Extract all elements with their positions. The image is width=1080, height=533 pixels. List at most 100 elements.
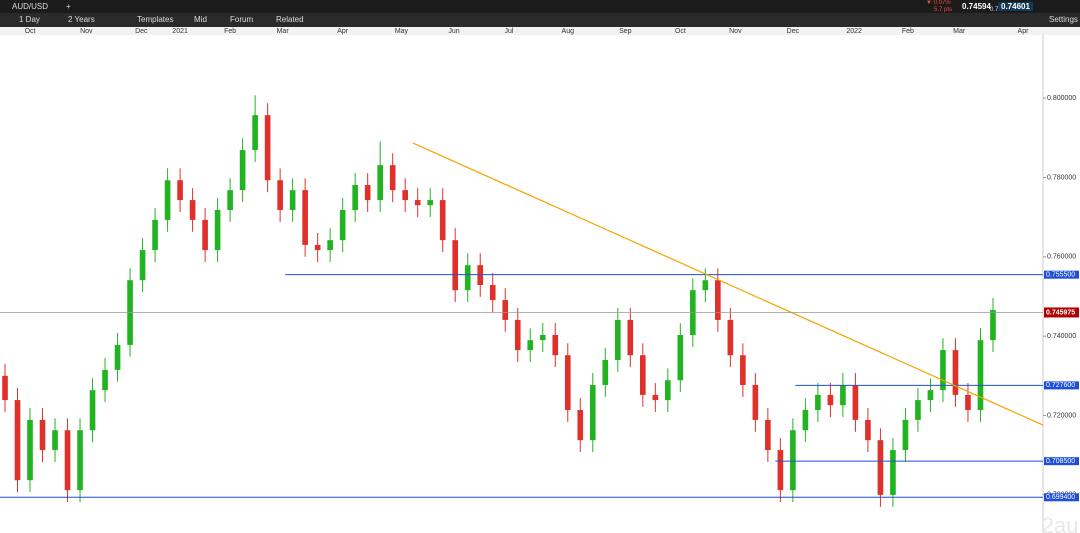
candle-body [177,180,183,201]
current-price-label: 0.745975 [1046,309,1075,316]
candle-body [614,319,621,360]
candle-body [752,384,759,420]
x-tick-label: Apr [337,28,349,35]
candle-body [840,384,846,406]
candle-body [252,115,258,151]
x-tick-label: Oct [25,28,36,35]
spread: 0.7 [990,7,999,13]
candle-body [77,430,83,491]
candle-body [464,265,471,291]
ask[interactable]: 0.74601 [998,2,1033,11]
candle-body [264,115,271,181]
interval[interactable]: 1 Day [19,15,40,24]
candle-body [427,200,434,206]
candle-body [302,190,308,245]
level-label-box [1044,457,1079,466]
candle-body [352,184,358,210]
x-tick-label: Jul [505,28,514,35]
candle-body [277,180,283,210]
candle-body [152,219,158,251]
candle-body [627,319,634,356]
candle-body [114,344,121,370]
candle-body [790,430,796,491]
related[interactable]: Related [276,15,304,24]
level-label: 0.708500 [1046,458,1075,465]
candle-body [502,300,509,320]
candle-body [214,209,221,251]
y-tick-label: 0.800000 [1047,95,1076,102]
settings[interactable]: Settings [1049,15,1078,24]
candle-body [364,184,371,201]
candle-body [52,430,58,451]
templates[interactable]: Templates [137,15,174,24]
toolbar: 1 Day 2 Years Templates Mid Forum Relate… [0,13,1080,27]
candle-body [102,369,108,391]
candle-body [940,350,946,391]
candle-body [289,190,296,210]
candle-body [715,280,721,320]
candle-body [27,419,33,481]
candle-body [227,190,233,210]
mid[interactable]: Mid [194,15,207,24]
candle-body [564,355,571,410]
candle-body [339,209,346,241]
level-label-box [1044,270,1079,279]
candle-body [977,340,984,410]
candle-body [740,355,746,385]
candle-body [439,200,446,241]
x-tick-label: Oct [675,28,686,35]
candle-body [314,244,321,251]
level-label-box [1044,381,1079,390]
x-tick-label: Apr [1018,28,1030,35]
candle-body [639,355,646,395]
candle-body [852,384,859,420]
candle-body [64,430,71,491]
candle-body [89,390,96,431]
candle-body [202,219,208,251]
level-label: 0.755500 [1046,272,1075,279]
trendline [412,142,1044,426]
candle-body [414,200,421,206]
candle-body [452,240,459,291]
candle-body [189,200,196,220]
level-label: 0.699400 [1046,494,1075,501]
x-tick-label: Mar [953,28,966,35]
candle-body [965,394,971,410]
x-tick-label: 2022 [846,28,862,35]
candle-body [677,334,684,381]
symbol[interactable]: AUD/USD [12,2,49,11]
candle-body [990,309,996,341]
add-tab[interactable]: + [66,2,71,11]
x-tick-label: Feb [224,28,236,35]
level-label: 0.727600 [1046,382,1075,389]
candle-body [14,400,21,481]
forum[interactable]: Forum [230,15,254,24]
candle-body [514,319,521,351]
y-tick-label: 0.780000 [1047,174,1076,181]
candle-body [727,319,734,356]
range[interactable]: 2 Years [68,15,95,24]
y-tick-label: 0.740000 [1047,333,1076,340]
candle-body [527,340,534,351]
candle-body [402,190,409,201]
candle-body [952,350,959,395]
bid[interactable]: 0.74594 [962,2,991,11]
time-axis [0,27,1080,35]
candle-body [827,394,834,406]
candle-body [915,400,921,420]
level-label-box [1044,493,1079,502]
candle-body [39,419,46,451]
title-bar: AUD/USD + ▼ 0.07% 5.7 pts 0.74594 0.7 0.… [0,0,1080,13]
y-tick-label: 0.760000 [1047,254,1076,261]
candle-body [139,250,146,281]
candle-body [602,359,609,385]
candle-body [552,334,559,356]
candle-body [865,419,871,441]
watermark: 2au [1042,513,1079,533]
candle-body [589,384,596,441]
candle-body [489,284,496,301]
candle-body [665,380,671,401]
candle-body [877,440,884,495]
candle-body [815,394,821,410]
